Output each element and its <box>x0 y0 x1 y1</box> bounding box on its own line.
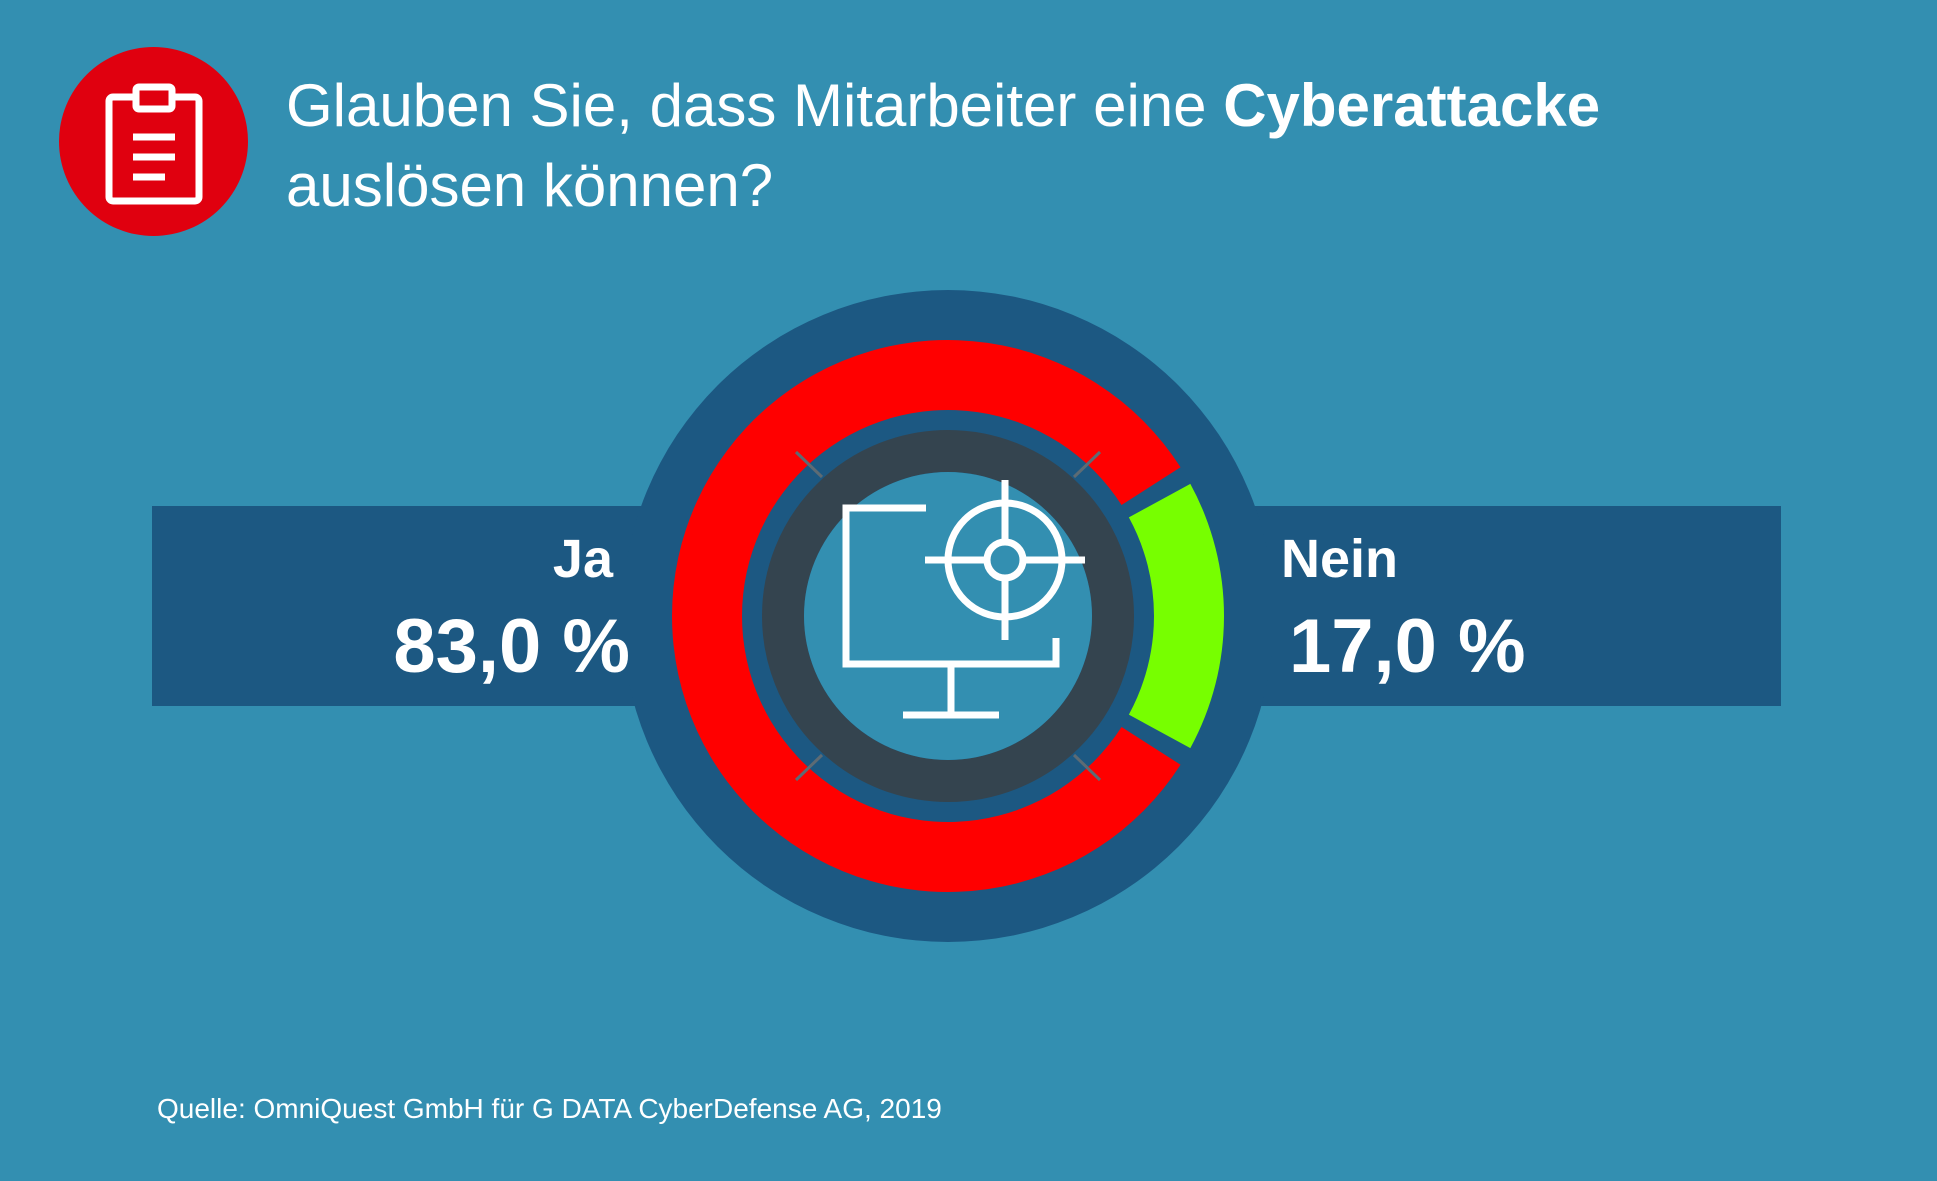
label-ja: Ja <box>552 529 613 589</box>
slice-nein <box>1128 483 1224 749</box>
donut-slices <box>672 339 1224 892</box>
chart-title: Glauben Sie, dass Mitarbeiter eine Cyber… <box>286 66 1846 226</box>
center-disc <box>804 472 1092 760</box>
inner-ring-ticks <box>794 450 1102 782</box>
label-nein: Nein <box>1281 529 1399 589</box>
value-label-nein: 17,0 % <box>1289 604 1526 689</box>
inner-ring <box>762 430 1134 802</box>
title-part1: Glauben Sie, dass Mitarbeiter eine <box>286 72 1224 139</box>
value-label-ja: 83,0 % <box>393 604 630 689</box>
title-part2: auslösen können? <box>286 152 774 219</box>
source-note: Quelle: OmniQuest GmbH für G DATA CyberD… <box>157 1093 942 1124</box>
monitor-target-icon <box>842 480 1085 719</box>
title-emphasis: Cyberattacke <box>1223 72 1601 139</box>
clipboard-badge <box>59 47 248 236</box>
clipboard-icon <box>105 83 203 205</box>
